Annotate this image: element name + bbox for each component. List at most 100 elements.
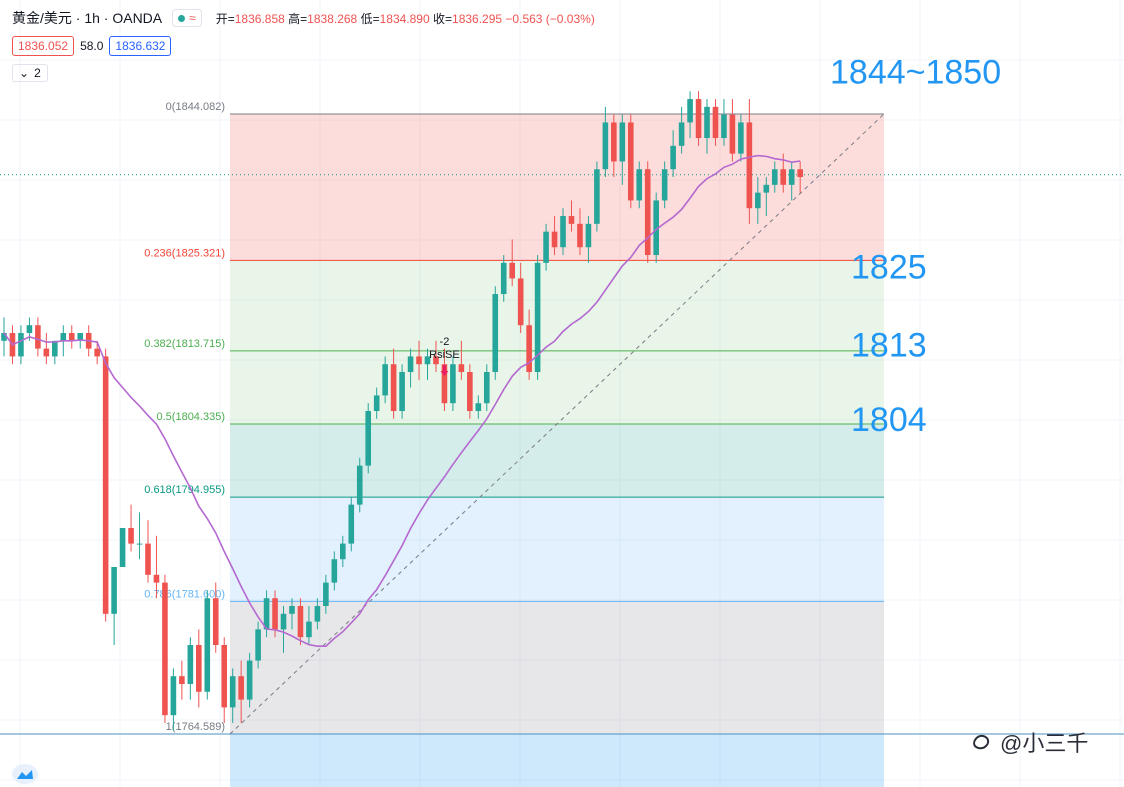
market-status-button[interactable]: ≈ — [172, 9, 202, 27]
candle-body — [170, 676, 177, 716]
candle-body — [797, 169, 803, 178]
candle-body — [712, 106, 719, 139]
candle-body — [77, 333, 84, 341]
candle-body — [475, 403, 482, 412]
candle-body — [18, 333, 24, 357]
candle-body — [500, 262, 507, 295]
signal-count-label: -2 — [440, 336, 450, 348]
candle-body — [543, 231, 549, 263]
candle-body — [534, 262, 541, 373]
price-annotation: 1804 — [851, 401, 927, 439]
moving-average-line — [3, 154, 801, 648]
watermark-text: @小三千 — [1000, 731, 1089, 756]
candle-body — [619, 122, 626, 162]
candle-body — [179, 676, 185, 684]
candle-body — [407, 356, 414, 373]
candle-body — [153, 574, 160, 583]
candle-body — [348, 504, 355, 544]
change-value: −0.563 (−0.03%) — [505, 11, 595, 26]
candle-body — [1, 333, 7, 341]
spread-value: 58.0 — [80, 39, 104, 53]
candle-body — [196, 645, 202, 692]
price-annotation: 1844~1850 — [830, 54, 1001, 92]
candle-body — [289, 606, 295, 614]
open-value: 1836.858 — [234, 11, 285, 26]
high-value: 1838.268 — [307, 11, 358, 26]
trade-badges: 1836.052 58.0 1836.632 — [12, 36, 172, 56]
candle-body — [162, 582, 168, 716]
sell-price-button[interactable]: 1836.052 — [12, 36, 75, 56]
candle-body — [399, 372, 405, 412]
author-watermark: @小三千 — [970, 726, 1088, 758]
chevron-down-icon: ⌄ — [19, 66, 30, 80]
candle-body — [721, 114, 727, 139]
candle-body — [204, 598, 211, 692]
candle-body — [43, 348, 50, 357]
fib-level-label: 0.382(1813.715) — [144, 338, 225, 350]
candle-body — [611, 122, 617, 162]
candle-body — [483, 372, 490, 404]
candle-body — [594, 169, 600, 224]
candle-body — [424, 356, 431, 365]
candle-body — [187, 645, 194, 684]
candle-body — [755, 192, 761, 209]
close-label: 收= — [433, 11, 453, 26]
candle-body — [441, 364, 448, 404]
candle-body — [119, 528, 126, 568]
fib-zone-extension — [230, 734, 884, 787]
candle-body — [280, 613, 287, 630]
candle-body — [780, 169, 787, 185]
tradingview-logo-icon[interactable] — [12, 764, 38, 784]
candle-body — [644, 169, 651, 256]
candle-body — [365, 411, 372, 466]
candle-body — [94, 348, 100, 357]
candle-body — [340, 543, 346, 560]
candle-body — [517, 278, 524, 326]
candle-body — [771, 169, 778, 185]
candle-body — [433, 356, 439, 365]
candle-body — [416, 356, 422, 365]
candle-body — [111, 567, 117, 614]
weibo-icon — [973, 734, 990, 750]
candle-body — [390, 364, 397, 412]
candle-body — [68, 333, 75, 341]
candle-body — [60, 333, 67, 341]
chart-header: 黄金/美元 · 1h · OANDA ≈ 开=1836.858 高=1838.2… — [12, 8, 595, 28]
indicators-toggle-button[interactable]: ⌄ 2 — [12, 64, 48, 82]
candle-body — [382, 364, 388, 396]
candle-body — [263, 598, 270, 630]
candle-body — [687, 99, 693, 123]
candle-body — [229, 676, 236, 708]
high-label: 高= — [288, 11, 308, 26]
candle-body — [585, 223, 592, 248]
signal-name-label: RsiSE — [429, 349, 460, 361]
candle-body — [221, 645, 228, 708]
candle-body — [52, 340, 58, 357]
fib-zone-0.786 — [230, 601, 884, 734]
candle-body — [467, 372, 473, 412]
candle-body — [145, 543, 151, 575]
candle-body — [763, 184, 770, 193]
candle-body — [458, 364, 465, 373]
sell-signal-arrow-icon — [440, 365, 449, 377]
candle-body — [331, 559, 338, 583]
wave-icon: ≈ — [189, 11, 196, 25]
fib-level-label: 0.618(1794.955) — [144, 484, 225, 496]
buy-price-button[interactable]: 1836.632 — [109, 36, 172, 56]
candle-body — [373, 395, 380, 412]
candle-body — [678, 122, 685, 146]
candle-body — [729, 114, 736, 154]
fib-level-label: 0.236(1825.321) — [144, 247, 225, 259]
candle-body — [323, 582, 329, 607]
low-label: 低= — [360, 11, 380, 26]
candle-body — [246, 660, 253, 700]
candle-body — [297, 606, 304, 638]
candle-body — [653, 200, 659, 256]
symbol-title[interactable]: 黄金/美元 · 1h · OANDA — [12, 10, 163, 26]
candle-body — [670, 145, 676, 170]
candle-body — [746, 122, 753, 209]
open-label: 开= — [215, 11, 235, 26]
fib-zone-0.236 — [230, 260, 884, 351]
indicator-count: 2 — [34, 66, 41, 80]
